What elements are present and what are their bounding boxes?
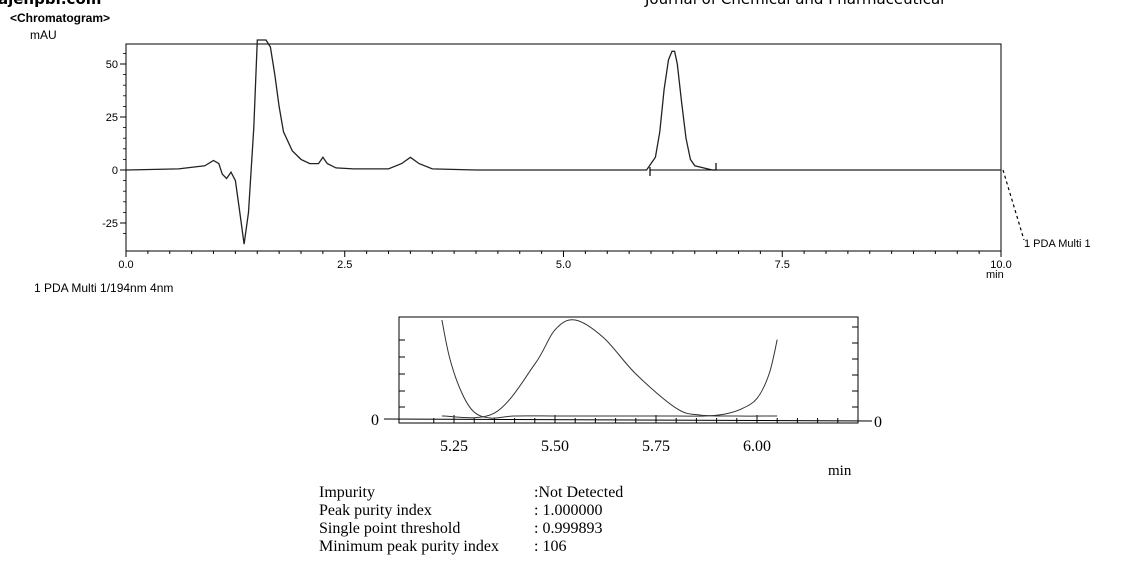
purity-right-zero-label: 0 xyxy=(874,414,882,431)
purity-info-row: Peak purity index : 1.000000 xyxy=(319,502,623,520)
purity-info-row: Single point threshold : 0.999893 xyxy=(319,520,623,538)
trace-label: 1 PDA Multi 1 xyxy=(1024,238,1091,250)
purity-curve xyxy=(441,319,778,419)
journal-name-text: Journal of Chemical and Pharmaceutical xyxy=(645,0,944,8)
purity-x-tick-label: 5.25 xyxy=(440,438,468,455)
x-axis-unit-label: min xyxy=(986,269,1004,281)
purity-info-row: Impurity :Not Detected xyxy=(319,484,623,502)
y-tick-label: 50 xyxy=(106,59,118,71)
x-tick-label: 7.5 xyxy=(775,259,790,271)
purity-x-tick-label: 5.50 xyxy=(541,438,569,455)
trace-label-leader xyxy=(1002,169,1025,241)
y-tick-label: 25 xyxy=(106,112,118,124)
plot-frame xyxy=(125,43,1002,252)
purity-info-table: Impurity :Not Detected Peak purity index… xyxy=(319,484,623,556)
purity-plot-frame xyxy=(398,316,859,424)
purity-zero-line xyxy=(383,418,873,422)
single-point-threshold-value: : 0.999893 xyxy=(534,520,603,537)
y-tick-label: -25 xyxy=(102,218,118,230)
purity-x-unit-label: min xyxy=(828,463,852,479)
minimum-peak-purity-index-label: Minimum peak purity index xyxy=(319,538,499,555)
x-tick-label: 5.0 xyxy=(556,259,571,271)
y-axis-unit-label: mAU xyxy=(30,28,57,42)
purity-left-zero-label: 0 xyxy=(371,412,379,429)
chromatogram-trace xyxy=(125,39,1001,245)
x-tick-label: 10.0 xyxy=(990,259,1011,271)
x-tick-label: 2.5 xyxy=(337,259,352,271)
minimum-peak-purity-index-value: : 106 xyxy=(534,538,567,555)
journal-site-text: ajehpbr.com xyxy=(0,0,101,8)
channel-label: 1 PDA Multi 1/194nm 4nm xyxy=(34,281,174,295)
peak-purity-index-label: Peak purity index xyxy=(319,502,432,519)
impurity-value: :Not Detected xyxy=(534,484,624,501)
chromatogram-peak-curve xyxy=(441,319,778,419)
single-point-threshold-label: Single point threshold xyxy=(319,520,461,537)
purity-x-tick-label: 5.75 xyxy=(642,438,670,455)
peak-purity-index-value: : 1.000000 xyxy=(534,502,603,519)
x-tick-label: 0.0 xyxy=(118,259,133,271)
impurity-label: Impurity xyxy=(319,484,375,501)
y-tick-label: 0 xyxy=(112,165,118,177)
chromatogram-title: <Chromatogram> xyxy=(10,11,111,25)
purity-x-tick-label: 6.00 xyxy=(743,438,771,455)
chromatogram-chart: 50 25 0 -25 0.0 2.5 5.0 7.5 10.0 min xyxy=(102,39,1025,281)
purity-info-row: Minimum peak purity index : 106 xyxy=(319,538,623,556)
